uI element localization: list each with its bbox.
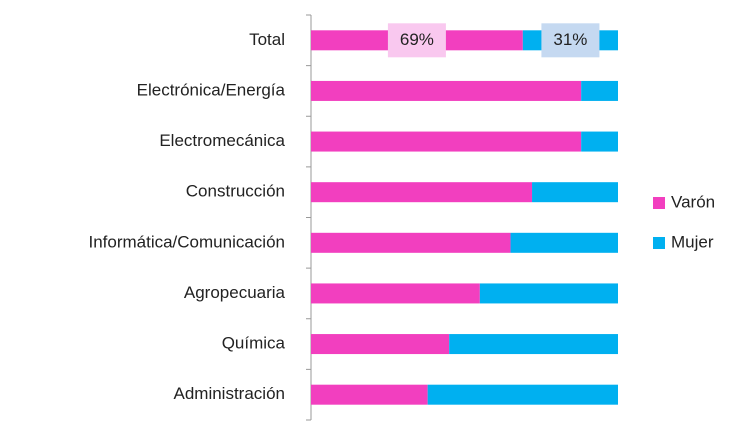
bar-segment: [532, 182, 618, 203]
legend-swatch: [653, 197, 665, 209]
y-tick-label: Administración: [174, 384, 286, 403]
bar-segment: [449, 334, 618, 355]
y-tick-label: Electrónica/Energía: [137, 80, 286, 99]
bar-segment: [427, 384, 618, 405]
bar-segment: [510, 232, 618, 253]
y-tick-label: Electromecánica: [159, 131, 285, 150]
bar-segment: [311, 334, 450, 355]
data-label-bg: [541, 23, 600, 58]
bar-segment: [311, 80, 582, 101]
bar-segment: [581, 131, 618, 152]
data-label: 31%: [553, 30, 587, 49]
bar-segment: [311, 232, 511, 253]
bar-segment: [311, 283, 480, 304]
bar-segment: [311, 131, 582, 152]
bar-segment: [479, 283, 618, 304]
y-tick-label: Construcción: [186, 182, 285, 201]
y-tick-label: Agropecuaria: [184, 283, 286, 302]
y-tick-label: Química: [222, 334, 286, 353]
legend-label: Varón: [671, 192, 715, 211]
bar-segment: [311, 384, 428, 405]
legend-label: Mujer: [671, 232, 714, 251]
y-tick-label: Total: [249, 30, 285, 49]
bar-segment: [311, 182, 533, 203]
data-label-bg: [387, 23, 446, 58]
y-tick-label: Informática/Comunicación: [88, 232, 285, 251]
legend-swatch: [653, 237, 665, 249]
bar-segment: [581, 80, 618, 101]
data-label: 69%: [400, 30, 434, 49]
